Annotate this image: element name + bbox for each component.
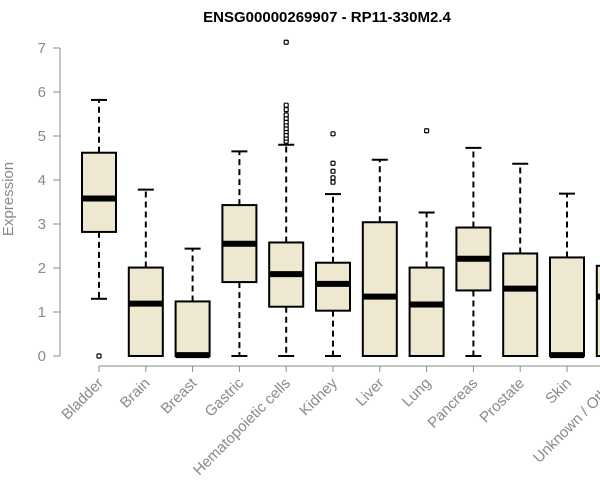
outlier-point [283,112,289,118]
x-tick-label: Pancreas [424,375,481,432]
x-tick-label: Gastric [202,374,248,420]
box-breast [174,247,211,359]
outlier-point [330,168,336,174]
iqr-box [595,264,600,357]
iqr-box [502,252,539,357]
box-brain [127,188,164,357]
iqr-box [81,151,117,233]
outlier-point [96,353,102,359]
y-tick-label: 3 [38,216,46,233]
y-tick-label: 2 [38,260,46,277]
box-liver [361,158,398,357]
outlier-point [283,102,289,108]
box-unknown-other [595,264,600,357]
outlier-point [330,131,336,137]
box-bladder [81,98,117,359]
iqr-box [408,266,445,357]
box-pancreas [455,146,492,357]
outlier-point [330,175,336,181]
y-axis-label: Expression [0,162,17,236]
box-gastric [221,150,258,357]
x-tick-label: Liver [353,375,388,410]
x-tick-label: Prostate [476,375,528,427]
outlier-point [283,106,289,113]
outlier-point [330,179,336,185]
x-tick-label: Brain [117,375,154,412]
y-tick-label: 5 [38,128,46,145]
x-tick-label: Lung [399,375,435,411]
x-tick-label: Kidney [296,374,341,419]
y-tick-label: 6 [38,84,46,101]
box-kidney [315,131,351,357]
chart-title: ENSG00000269907 - RP11-330M2.4 [203,9,451,26]
outlier-point [330,160,336,166]
y-tick-label: 4 [38,172,46,189]
box-series [81,39,600,359]
iqr-box [127,266,164,357]
iqr-box [174,300,211,358]
x-tick-label: Breast [158,374,201,417]
y-tick-label: 7 [38,40,46,57]
x-tick-label: Skin [542,375,575,408]
outlier-point [424,128,430,134]
iqr-box [549,256,585,357]
y-tick-label: 1 [38,304,46,321]
iqr-box [361,221,398,357]
box-skin [549,192,585,359]
box-hematopoietic-cells [268,39,305,357]
outlier-point [283,39,289,45]
y-axis: 0 1 2 3 4 5 6 7 [38,40,61,365]
box-lung [408,128,445,357]
y-tick-label: 0 [38,348,46,365]
x-tick-label: Bladder [58,375,107,424]
box-prostate [502,162,539,357]
